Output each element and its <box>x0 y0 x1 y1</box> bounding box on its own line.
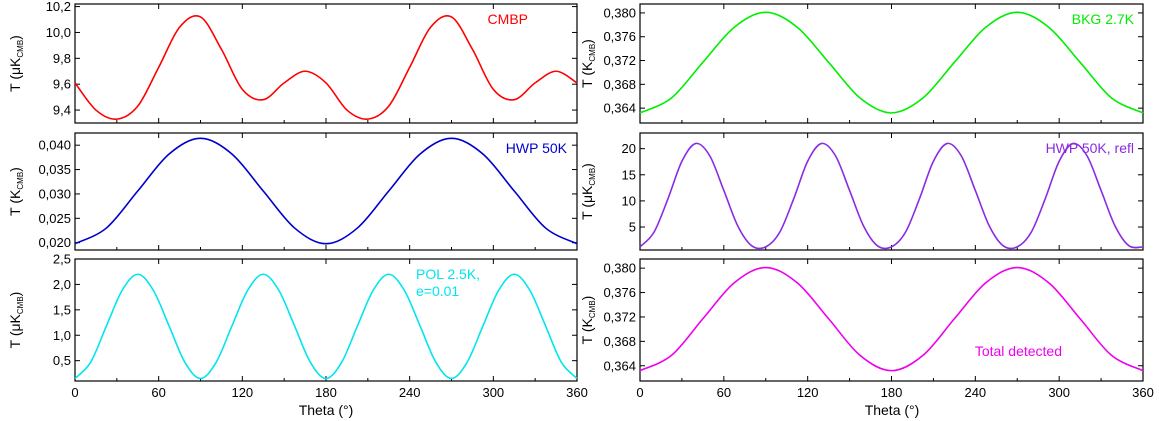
y-tick-label: 0,030 <box>38 186 71 201</box>
y-tick-label: 0,364 <box>603 101 636 116</box>
series-label-line: POL 2.5K, <box>416 266 480 282</box>
y-tick-label: 0,372 <box>603 309 636 324</box>
y-tick-label: 0,376 <box>603 29 636 44</box>
y-axis-title-main: T (μK <box>7 57 23 92</box>
series-label: CMBP <box>488 11 528 27</box>
series-line <box>639 266 1144 372</box>
y-axis-title: T (KCMB) <box>579 296 597 345</box>
y-tick-label: 0,380 <box>603 5 636 20</box>
y-tick-label: 2,5 <box>53 252 71 267</box>
y-axis-title: T (μKCMB) <box>579 163 597 220</box>
x-tick-label: 240 <box>964 385 986 400</box>
y-tick-label: 0,376 <box>603 285 636 300</box>
y-tick-label: 1,5 <box>53 302 71 317</box>
chart-panel-0: 9,4 9,6 9,8 10,0 10,2 T (μKCMB) CMBP <box>7 0 578 124</box>
y-tick-label: 0,040 <box>38 138 71 153</box>
x-tick-label: 0 <box>636 385 643 400</box>
x-tick-label: 240 <box>399 385 421 400</box>
series-label-line: Total detected <box>975 343 1062 359</box>
y-axis-title-close: ) <box>579 296 595 301</box>
y-axis-title-close: ) <box>579 163 595 168</box>
x-tick-label: 360 <box>566 385 588 400</box>
y-axis-title-sub: CMB <box>588 168 597 186</box>
y-axis-title-sub: CMB <box>588 300 597 318</box>
y-axis-title-close: ) <box>7 167 23 172</box>
x-tick-label: 300 <box>1048 385 1070 400</box>
y-axis-title-sub: CMB <box>16 172 25 190</box>
y-tick-label: 0,020 <box>38 235 71 250</box>
x-tick-label: 60 <box>717 385 731 400</box>
y-axis-title-main: T (K <box>579 61 595 88</box>
series-label-line: HWP 50K, refl <box>1046 140 1134 156</box>
x-axis-title-right: Theta (°) <box>865 402 920 418</box>
series-line <box>639 142 1144 250</box>
x-tick-label: 120 <box>231 385 253 400</box>
series-line <box>639 11 1144 114</box>
y-tick-label: 0,364 <box>603 358 636 373</box>
series-label-line: CMBP <box>488 11 528 27</box>
y-tick-label: 0,372 <box>603 53 636 68</box>
series-label-line: HWP 50K <box>506 140 568 156</box>
y-axis-title-sub: CMB <box>16 40 25 58</box>
series-label: HWP 50K <box>506 140 568 156</box>
plot-frame <box>639 3 1144 124</box>
y-tick-label: 0,368 <box>603 77 636 92</box>
series-label: BKG 2.7K <box>1072 11 1135 27</box>
series-label: POL 2.5K, e=0.01 <box>416 266 480 299</box>
y-tick-label: 0,5 <box>53 353 71 368</box>
y-tick-label: 9,8 <box>53 51 71 66</box>
series-label: HWP 50K, refl <box>1046 140 1134 156</box>
x-tick-label: 300 <box>482 385 504 400</box>
series-label-line: e=0.01 <box>416 283 459 299</box>
y-axis-title: T (μKCMB) <box>7 35 25 92</box>
y-tick-label: 10 <box>622 193 636 208</box>
y-axis-title-close: ) <box>7 292 23 297</box>
chart-panel-4: 0 60 120 180 240 300 360 0,5 1,0 1,5 2,0 2,5 T (μKCM… <box>7 252 588 401</box>
y-axis-title-main: T (μK <box>7 313 23 348</box>
series-label-line: BKG 2.7K <box>1072 11 1135 27</box>
y-tick-label: 1,0 <box>53 328 71 343</box>
plot-frame <box>74 132 578 251</box>
y-tick-label: 9,4 <box>53 103 71 118</box>
chart-panel-3: 5 10 15 20 T (μKCMB) HWP 50K, refl <box>579 132 1144 251</box>
y-tick-label: 9,6 <box>53 77 71 92</box>
y-tick-label: 0,025 <box>38 211 71 226</box>
series-line <box>74 137 578 245</box>
x-tick-label: 60 <box>151 385 165 400</box>
x-tick-label: 360 <box>1132 385 1154 400</box>
y-tick-label: 0,035 <box>38 162 71 177</box>
y-tick-label: 0,380 <box>603 261 636 276</box>
x-tick-label: 180 <box>315 385 337 400</box>
plot-frame <box>639 258 1144 382</box>
y-axis-title-main: T (K <box>579 317 595 344</box>
y-axis-title: T (KCMB) <box>7 167 25 216</box>
x-axis-title-left: Theta (°) <box>299 402 354 418</box>
chart-panel-2: 0,020 0,025 0,030 0,035 0,040 T (KCMB) HWP 50K <box>7 132 578 251</box>
y-axis-title: T (KCMB) <box>579 39 597 88</box>
y-tick-label: 2,0 <box>53 277 71 292</box>
x-tick-label: 120 <box>797 385 819 400</box>
series-label: Total detected <box>975 343 1062 359</box>
y-axis-title: T (μKCMB) <box>7 292 25 349</box>
y-axis-title-sub: CMB <box>16 296 25 314</box>
y-axis-title-close: ) <box>7 35 23 40</box>
y-tick-label: 5 <box>629 220 636 235</box>
y-axis-title-close: ) <box>579 39 595 44</box>
x-tick-label: 0 <box>71 385 78 400</box>
chart-panel-1: 0,364 0,368 0,372 0,376 0,380 T (KCMB) BKG 2.7… <box>579 3 1144 124</box>
y-tick-label: 10,0 <box>46 25 71 40</box>
y-axis-title-main: T (K <box>7 189 23 216</box>
y-tick-label: 15 <box>622 167 636 182</box>
plot-frame <box>74 258 578 382</box>
x-tick-label: 180 <box>881 385 903 400</box>
y-axis-title-sub: CMB <box>588 44 597 62</box>
y-tick-label: 0,368 <box>603 334 636 349</box>
y-tick-label: 10,2 <box>46 0 71 14</box>
series-line <box>74 15 578 120</box>
series-line <box>74 273 578 380</box>
y-axis-title-main: T (μK <box>579 185 595 220</box>
y-tick-label: 20 <box>622 141 636 156</box>
chart-panel-5: 0 60 120 180 240 300 360 0,364 0,368 0,372 0,376 0,… <box>579 258 1154 400</box>
